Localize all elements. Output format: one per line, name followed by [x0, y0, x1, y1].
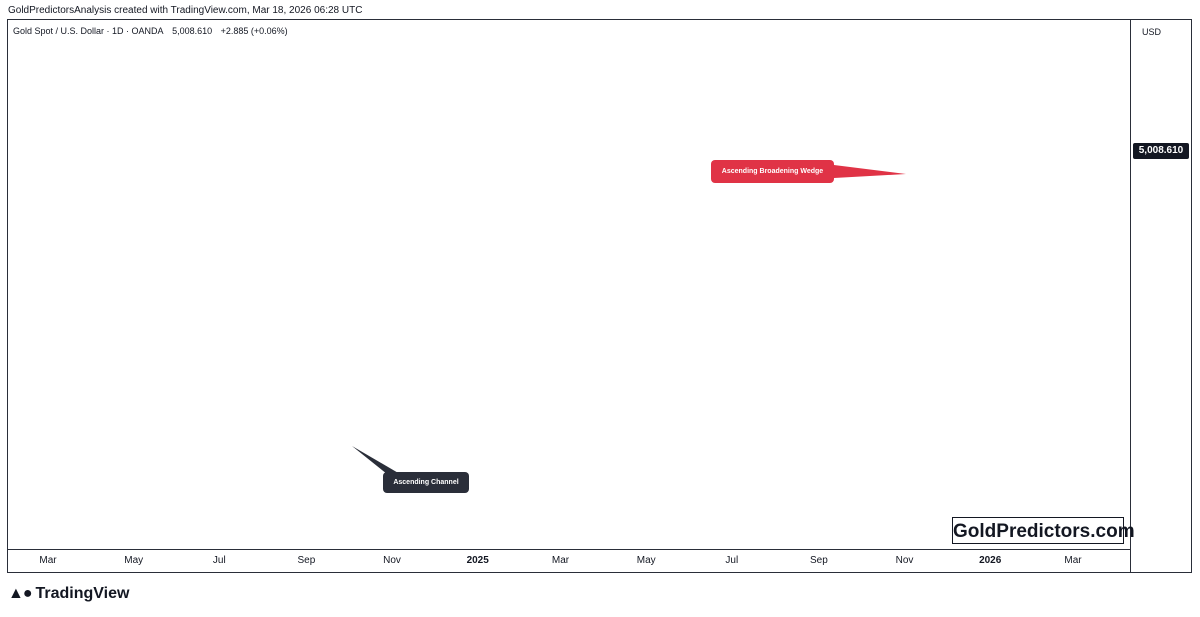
wedge-callout-pointer — [834, 165, 906, 178]
x-tick-label: Mar — [39, 555, 57, 566]
last-price: 5,008.610 — [172, 26, 213, 36]
price-axis-divider — [1130, 20, 1131, 572]
price-axis[interactable] — [1131, 20, 1192, 572]
tradingview-logo-icon: ▲● — [8, 585, 32, 602]
x-tick-label: Nov — [895, 555, 914, 566]
symbol-name: Gold Spot / U.S. Dollar · 1D · OANDA — [13, 26, 164, 36]
chart-frame — [7, 19, 1192, 573]
x-tick-label: 2026 — [979, 555, 1002, 566]
plot-area[interactable] — [8, 20, 1130, 572]
last-price-tag: 5,008.610 — [1133, 143, 1189, 159]
x-tick-label: May — [636, 555, 656, 566]
x-tick-label: Sep — [809, 555, 828, 566]
symbol-legend[interactable]: Gold Spot / U.S. Dollar · 1D · OANDA 5,0… — [13, 26, 294, 36]
x-tick-label: Mar — [1064, 555, 1082, 566]
channel-callout-pointer — [352, 446, 400, 474]
x-tick-label: 2025 — [466, 555, 489, 566]
x-tick-label: Sep — [297, 555, 316, 566]
x-tick-label: Mar — [551, 555, 570, 566]
wedge-callout: Ascending Broadening Wedge — [711, 160, 834, 183]
x-tick-label: Jul — [725, 555, 739, 566]
x-tick-label: Jul — [212, 555, 226, 566]
price-change: +2.885 (+0.06%) — [220, 26, 288, 36]
chart-credit: GoldPredictorsAnalysis created with Trad… — [8, 5, 363, 16]
tradingview-logo[interactable]: ▲● TradingView — [8, 585, 129, 603]
watermark: GoldPredictors.com — [952, 517, 1135, 544]
x-tick-label: May — [124, 555, 144, 566]
time-axis-divider — [8, 549, 1130, 550]
channel-callout: Ascending Channel — [383, 472, 469, 493]
tradingview-brand: TradingView — [35, 585, 130, 602]
currency-label: USD — [1142, 27, 1162, 37]
x-tick-label: Nov — [383, 555, 401, 566]
price-chart — [352, 165, 906, 474]
